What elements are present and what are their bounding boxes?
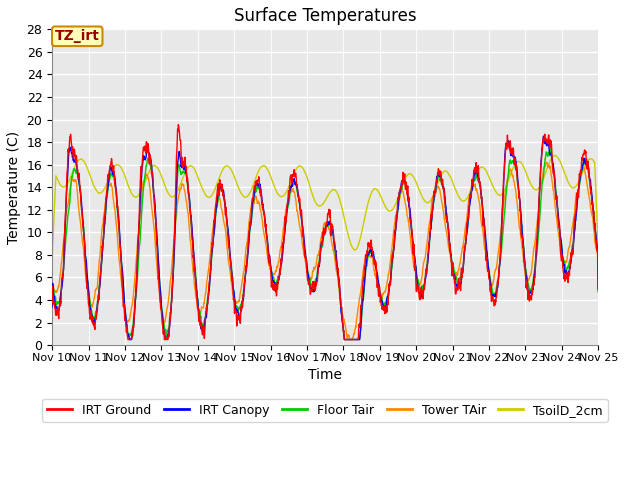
Y-axis label: Temperature (C): Temperature (C) xyxy=(7,131,21,244)
X-axis label: Time: Time xyxy=(308,368,342,383)
Title: Surface Temperatures: Surface Temperatures xyxy=(234,7,417,25)
Text: TZ_irt: TZ_irt xyxy=(55,29,100,43)
Legend: IRT Ground, IRT Canopy, Floor Tair, Tower TAir, TsoilD_2cm: IRT Ground, IRT Canopy, Floor Tair, Towe… xyxy=(42,399,608,422)
